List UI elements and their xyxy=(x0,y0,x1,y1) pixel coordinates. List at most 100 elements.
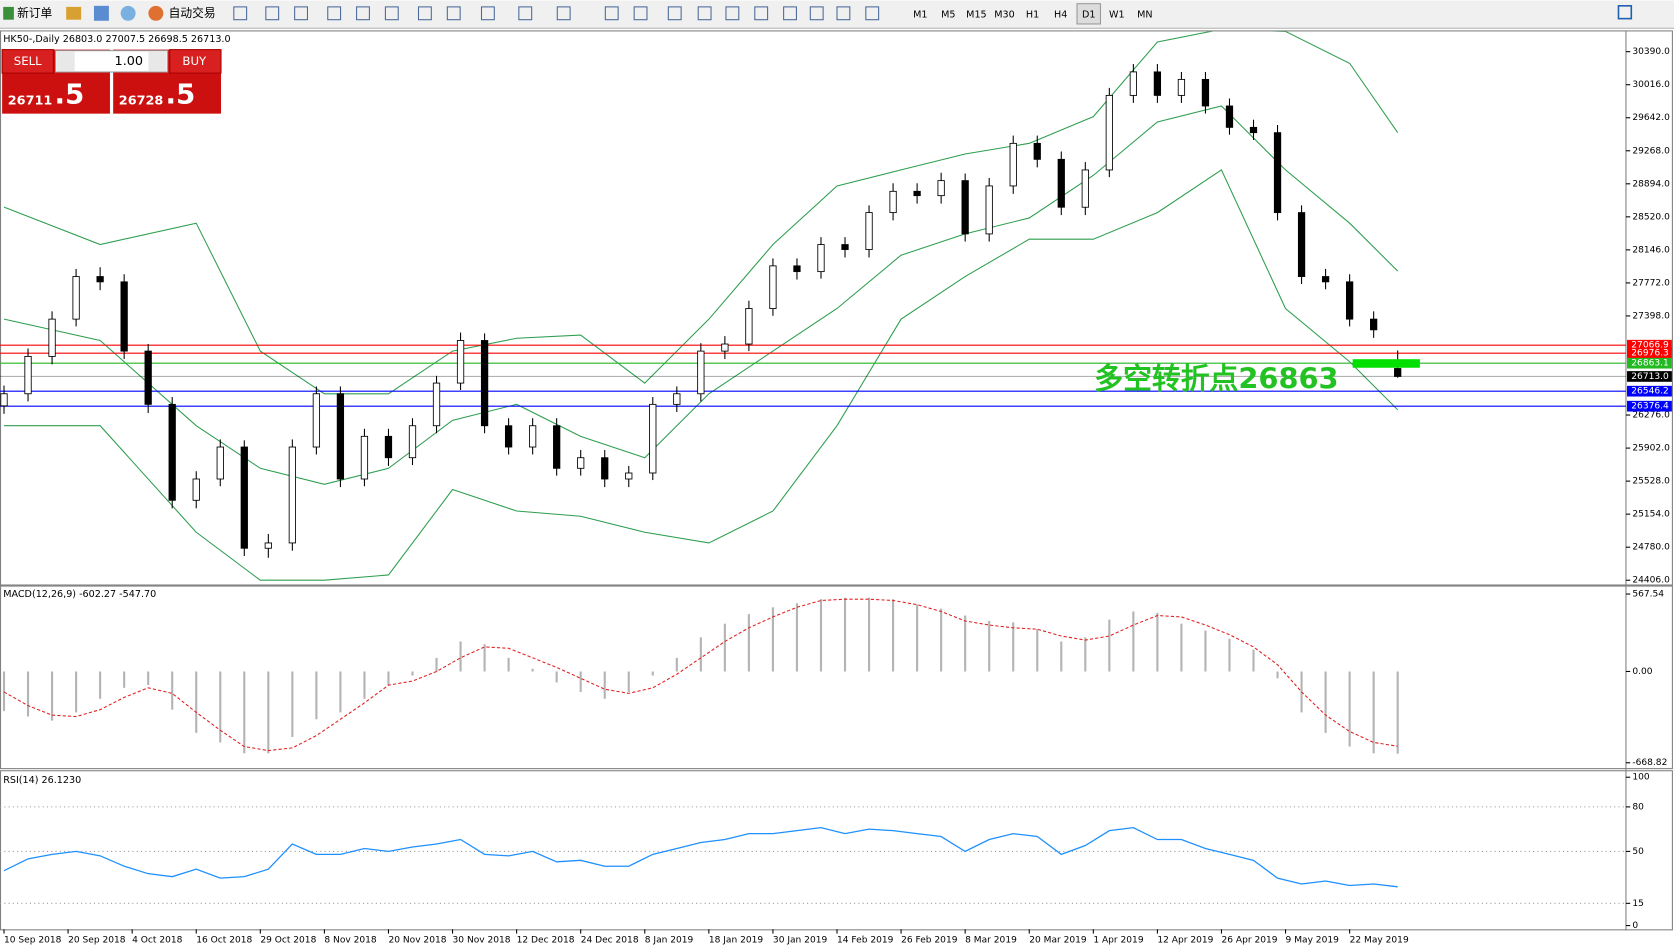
tool-icon[interactable] xyxy=(66,6,82,20)
x-tick-label: 29 Oct 2018 xyxy=(260,935,316,945)
macd-bar xyxy=(459,641,462,672)
candle-body xyxy=(48,318,56,357)
level-tag xyxy=(1627,371,1672,382)
tool-icon[interactable] xyxy=(120,5,136,21)
tool-icon[interactable] xyxy=(294,6,309,21)
x-tick-label: 8 Jan 2019 xyxy=(645,935,694,945)
level-label: 26546.2 xyxy=(1631,387,1668,397)
turning-point-marker xyxy=(1352,359,1420,368)
candle-body xyxy=(0,393,8,407)
macd-bar xyxy=(795,603,799,672)
tool-icon[interactable] xyxy=(809,6,824,21)
macd-bar xyxy=(627,671,630,692)
candle-body xyxy=(1345,281,1354,320)
search-icon[interactable] xyxy=(1617,5,1633,20)
lot-up[interactable] xyxy=(148,51,167,71)
tool-icon[interactable] xyxy=(356,6,370,21)
timeframe[interactable]: M1 xyxy=(913,9,927,20)
macd-bar xyxy=(603,671,606,699)
macd-bar xyxy=(916,604,919,672)
candle-body xyxy=(1057,158,1065,208)
candle-body xyxy=(793,265,801,273)
new-order[interactable]: 新订单 xyxy=(17,6,52,20)
tool-icon[interactable] xyxy=(556,6,571,21)
tool-icon[interactable] xyxy=(233,6,248,21)
candle-body xyxy=(913,190,921,197)
sell-price-fraction: .5 xyxy=(54,78,84,111)
macd-bar xyxy=(147,671,150,686)
candle-body xyxy=(937,180,945,197)
macd-bar xyxy=(723,623,726,672)
lot-down[interactable] xyxy=(56,51,75,71)
tool-icon[interactable] xyxy=(384,6,399,21)
lot-value[interactable]: 1.00 xyxy=(115,54,144,69)
chart-header: HK50-,Daily 26803.0 27007.5 26698.5 2671… xyxy=(3,34,230,45)
tool-icon[interactable] xyxy=(604,6,619,21)
candle-body xyxy=(1321,276,1330,283)
tool-icon[interactable] xyxy=(327,6,342,21)
candle-body xyxy=(24,355,32,395)
timeframe[interactable]: W1 xyxy=(1109,9,1125,20)
y-tick-label: 28520.0 xyxy=(1632,212,1670,222)
x-tick-label: 18 Jan 2019 xyxy=(709,935,764,945)
auto-trading[interactable]: 自动交易 xyxy=(169,6,216,20)
candle-body xyxy=(601,457,609,480)
macd-plot xyxy=(2,597,1399,754)
macd-bar xyxy=(940,608,943,672)
timeframe[interactable]: M5 xyxy=(941,9,955,20)
timeframe[interactable]: MN xyxy=(1137,9,1152,20)
macd-bar xyxy=(195,671,198,733)
candle-body xyxy=(985,185,993,235)
tool-icon[interactable] xyxy=(633,6,648,21)
timeframe[interactable]: M15 xyxy=(966,9,987,20)
tool-icon[interactable] xyxy=(836,6,851,21)
y-tick-label: 27398.0 xyxy=(1632,311,1670,321)
x-tick-label: 14 Feb 2019 xyxy=(837,935,894,945)
tool-icon[interactable] xyxy=(446,6,461,21)
annotation: 多空转折点26863 xyxy=(1094,362,1338,396)
macd-bar xyxy=(75,671,78,713)
y-tick-label: 80 xyxy=(1632,802,1644,812)
tool-icon[interactable] xyxy=(667,6,682,21)
sell-button[interactable] xyxy=(1,49,54,74)
tool-icon[interactable] xyxy=(697,6,712,21)
tool-icon[interactable] xyxy=(480,6,495,21)
candle-body xyxy=(697,350,705,395)
macd-bar xyxy=(1252,649,1255,672)
active-timeframe xyxy=(1076,3,1102,25)
timeframe[interactable]: M30 xyxy=(994,9,1015,20)
macd-bar xyxy=(1156,612,1159,672)
sell-label[interactable]: SELL xyxy=(14,54,42,68)
x-tick-label: 30 Nov 2018 xyxy=(453,935,511,945)
tool-icon[interactable] xyxy=(93,5,109,21)
macd-bar xyxy=(99,671,102,699)
tool-icon[interactable] xyxy=(417,6,432,21)
tool-icon[interactable] xyxy=(865,6,880,21)
buy-button[interactable] xyxy=(169,49,222,74)
tool-icon[interactable] xyxy=(783,6,797,21)
tool-icon[interactable] xyxy=(754,6,769,21)
new-order-icon[interactable] xyxy=(3,6,14,20)
tool-icon[interactable] xyxy=(265,6,280,21)
timeframe[interactable]: H4 xyxy=(1054,9,1067,20)
macd-bar xyxy=(483,644,486,672)
candle-body xyxy=(1009,142,1017,187)
candle-body xyxy=(312,393,321,448)
auto-trading-icon[interactable] xyxy=(148,5,164,21)
macd-bar xyxy=(675,657,678,672)
candle-body xyxy=(432,382,441,427)
rsi-line xyxy=(3,827,1398,888)
x-tick-label: 12 Dec 2018 xyxy=(517,935,575,945)
buy-label[interactable]: BUY xyxy=(182,54,207,68)
candle-body xyxy=(144,350,152,405)
y-tick-label: 24780.0 xyxy=(1632,543,1670,553)
level-tag xyxy=(1627,385,1672,397)
lot-input[interactable] xyxy=(54,50,169,73)
timeframe[interactable]: H1 xyxy=(1026,9,1039,20)
tool-icon[interactable] xyxy=(518,6,533,21)
macd-bar xyxy=(2,671,6,712)
tool-icon[interactable] xyxy=(725,6,740,21)
timeframe[interactable]: D1 xyxy=(1082,9,1095,20)
y-tick-label: 15 xyxy=(1632,899,1644,909)
y-tick-label: 30016.0 xyxy=(1632,80,1670,90)
